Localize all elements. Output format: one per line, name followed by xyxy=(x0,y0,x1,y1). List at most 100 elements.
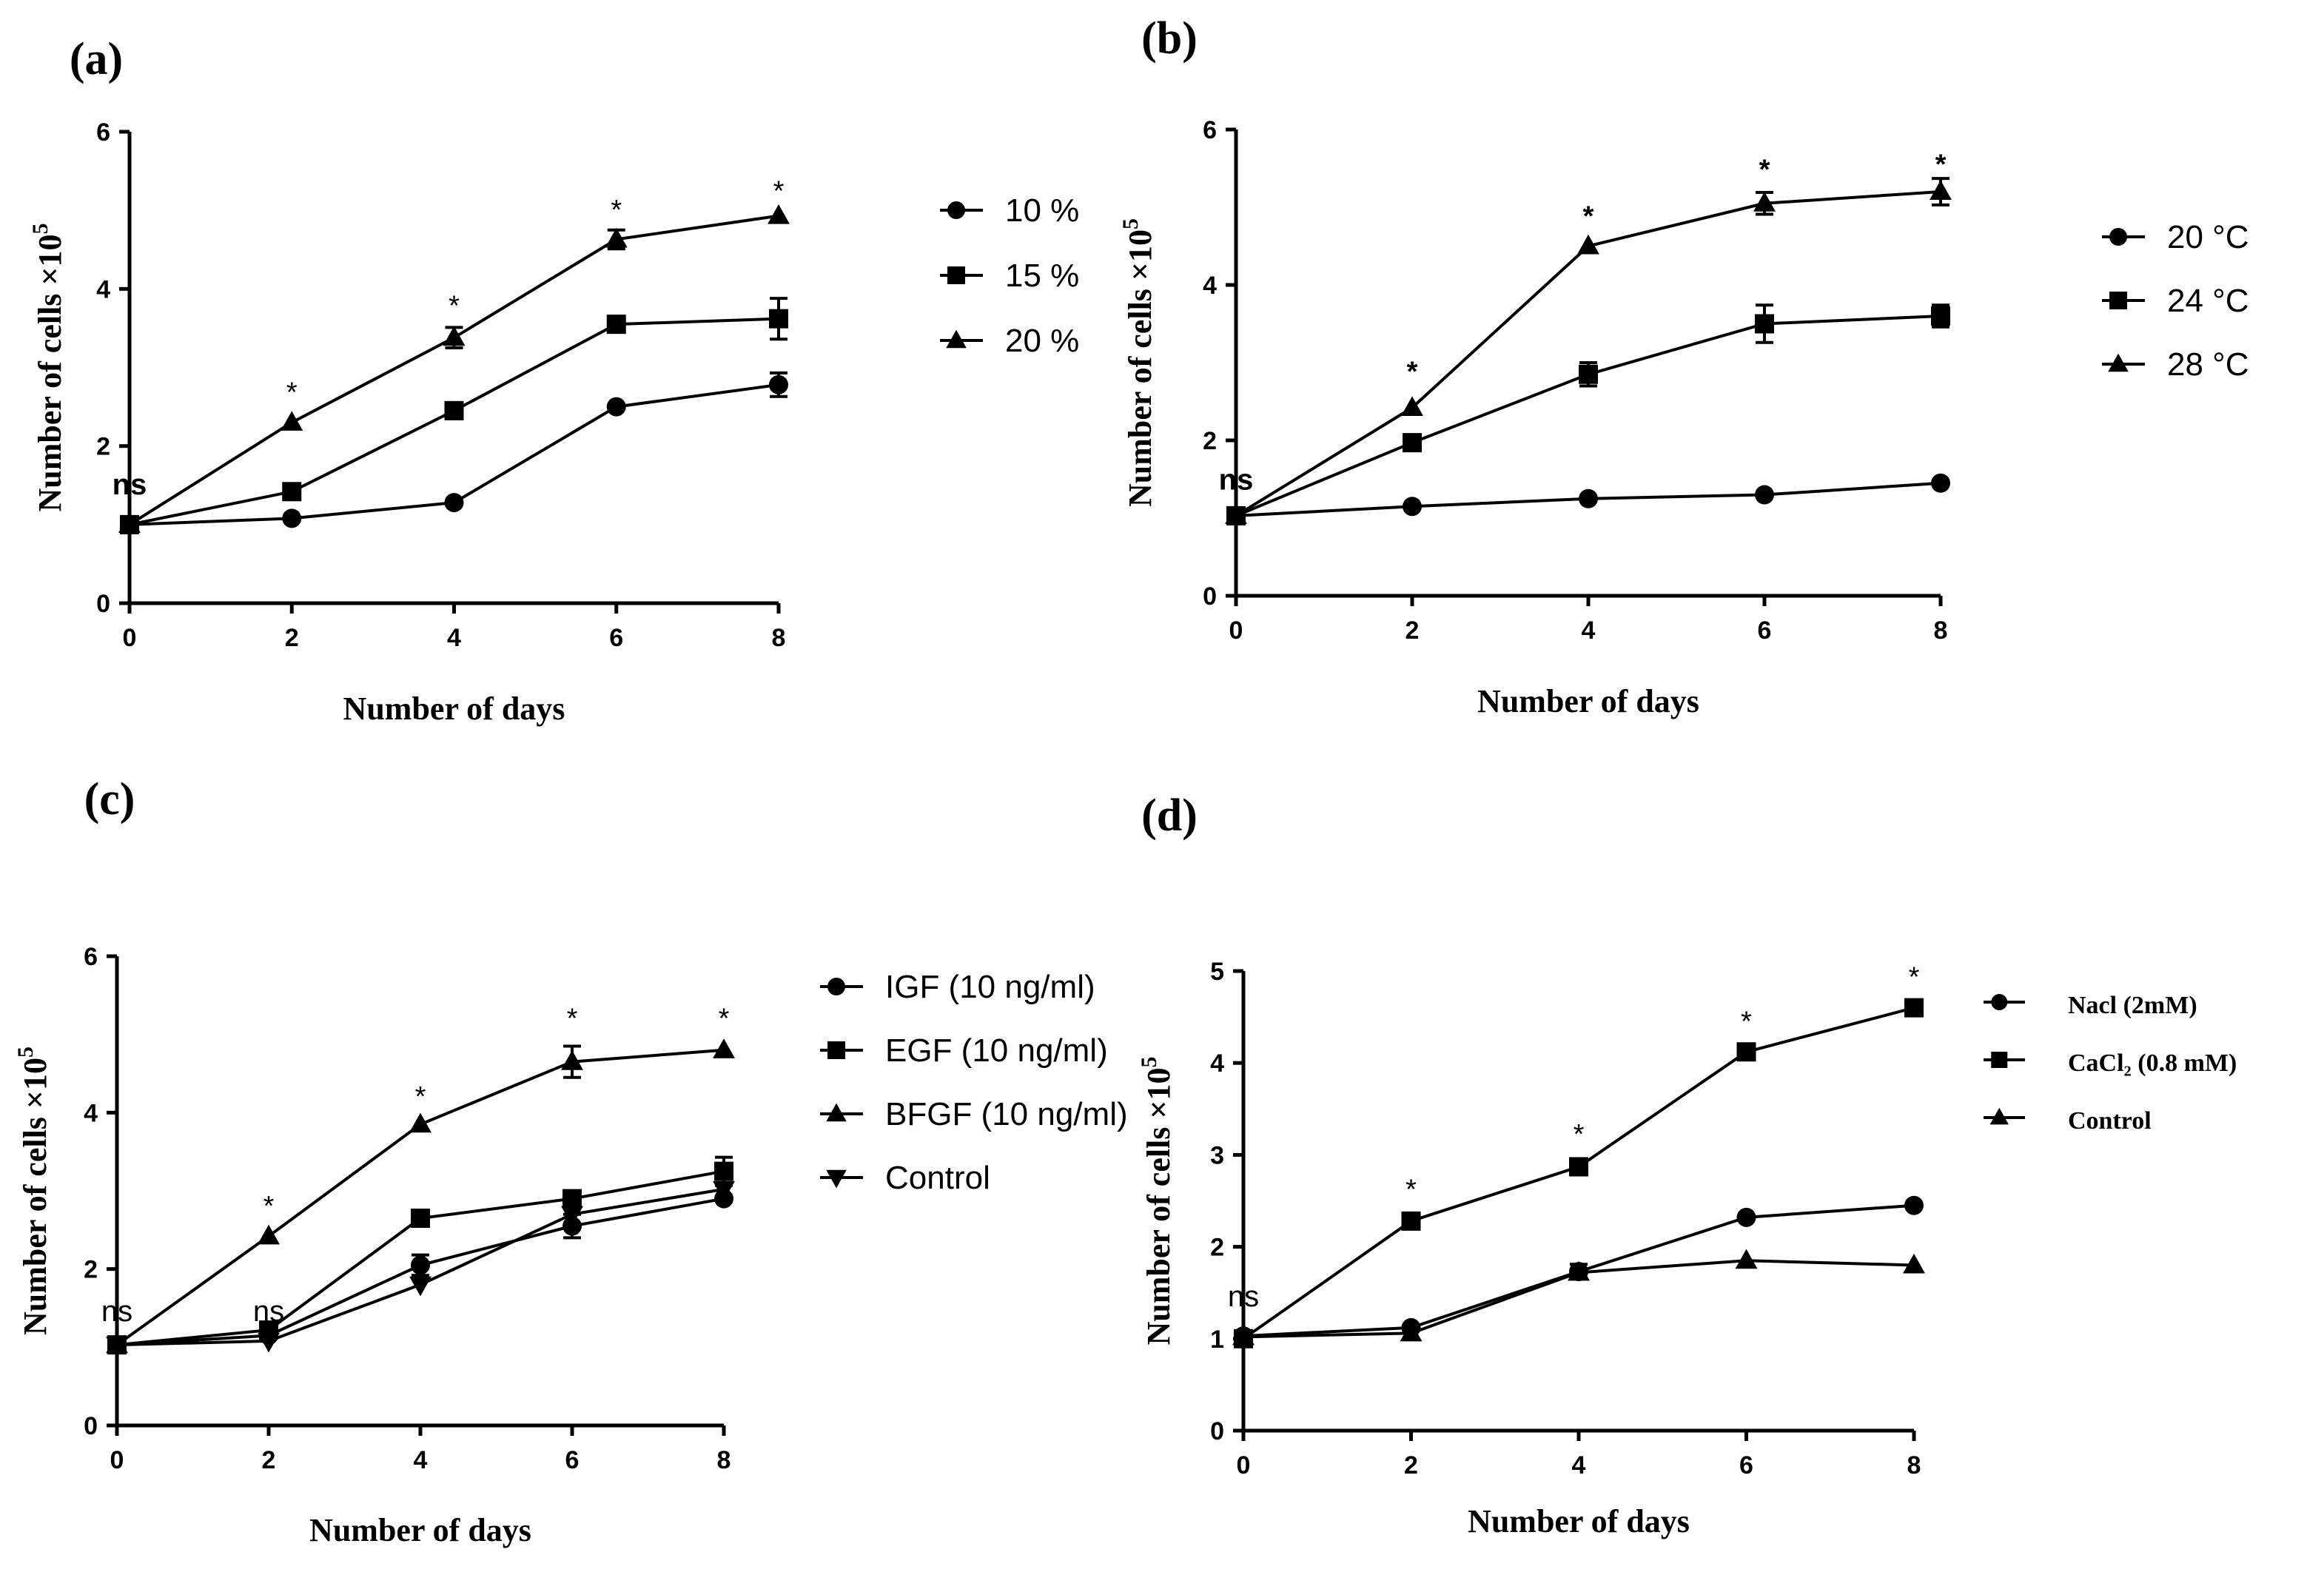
data-point xyxy=(562,1216,582,1236)
data-point xyxy=(1232,1325,1255,1346)
data-point xyxy=(561,1206,583,1226)
y-tick-label: 2 xyxy=(84,1256,98,1284)
y-axis-title-superscript: 5 xyxy=(28,224,53,235)
series-2 xyxy=(1234,998,1924,1348)
series-line xyxy=(1235,315,1941,517)
x-tick-label: 4 xyxy=(414,1446,428,1474)
legend-label: EGF (10 ng/ml) xyxy=(885,1032,1108,1069)
legend-marker xyxy=(1989,1107,2009,1125)
significance-star: * xyxy=(567,1004,578,1035)
significance-star: * xyxy=(611,195,622,226)
data-point xyxy=(605,227,628,248)
data-point xyxy=(1403,497,1422,517)
legend-label: Control xyxy=(885,1160,990,1196)
data-point xyxy=(713,1038,735,1058)
y-tick-label: 2 xyxy=(1210,1234,1224,1262)
y-tick-label: 0 xyxy=(1210,1417,1224,1445)
x-tick-label: 0 xyxy=(1237,1451,1251,1479)
legend-marker xyxy=(1991,1052,2008,1068)
x-tick-label: 4 xyxy=(1582,617,1596,645)
legend: 20 °C 24 °C 28 °C xyxy=(2102,219,2249,383)
x-tick-label: 4 xyxy=(447,624,461,652)
y-axis-title: Number of cells ×105 xyxy=(1118,218,1158,507)
data-point xyxy=(1755,485,1774,505)
x-tick-label: 6 xyxy=(609,624,623,652)
data-point xyxy=(1903,1253,1925,1274)
significance-star: * xyxy=(1759,155,1770,186)
legend: IGF (10 ng/ml) EGF (10 ng/ml) BFGF (10 ng/… xyxy=(820,969,1128,1196)
data-point xyxy=(1579,364,1598,384)
legend-marker xyxy=(827,1041,846,1059)
significance-star: * xyxy=(449,291,460,322)
data-point xyxy=(1753,192,1776,212)
y-axis-title-superscript: 5 xyxy=(1137,1057,1161,1068)
x-tick-label: 0 xyxy=(110,1446,124,1474)
x-tick-label: 2 xyxy=(285,624,299,652)
data-point xyxy=(1401,1211,1421,1231)
y-tick-label: 2 xyxy=(1203,427,1217,455)
data-point xyxy=(1931,306,1950,326)
data-point xyxy=(443,326,466,346)
legend-label: Control xyxy=(2068,1107,2152,1135)
legend-marker xyxy=(947,266,966,284)
significance-ns-label: ns xyxy=(253,1295,284,1328)
data-point xyxy=(1931,473,1950,493)
significance-ns-label: ns xyxy=(1219,464,1254,497)
significance-ns-label: ns xyxy=(101,1295,132,1328)
data-point xyxy=(768,204,790,224)
chart-panel-a: (a) 0 2 4 6 8 0 2 4 6 Number of days Number of cell… xyxy=(28,34,1079,727)
significance-star: * xyxy=(1935,149,1947,180)
panel-label: (b) xyxy=(1141,13,1198,64)
legend-label: CaCl₂ (0.8 mM) xyxy=(2068,1049,2237,1077)
significance-star: * xyxy=(1741,1006,1752,1037)
y-axis-title: Number of cells ×105 xyxy=(1137,1057,1177,1346)
series-1 xyxy=(120,371,788,534)
data-point xyxy=(1930,180,1952,201)
legend-label: 15 % xyxy=(1005,258,1079,294)
significance-ns-label: ns xyxy=(112,468,147,501)
legend-marker xyxy=(826,1103,847,1122)
data-point xyxy=(561,1050,583,1070)
significance-ns-label: ns xyxy=(1228,1280,1259,1313)
y-axis-title: Number of cells ×105 xyxy=(28,224,68,512)
y-axis-title-text: Number of cells ×10 xyxy=(17,1058,53,1335)
data-point xyxy=(1569,1157,1588,1177)
y-tick-label: 6 xyxy=(96,118,110,147)
data-point xyxy=(282,508,302,528)
data-point xyxy=(1401,396,1423,416)
data-point xyxy=(411,1255,430,1275)
data-point xyxy=(444,400,464,420)
legend-marker xyxy=(947,201,966,219)
x-axis-title: Number of days xyxy=(1468,1503,1690,1539)
significance-star: * xyxy=(1407,357,1418,388)
data-point xyxy=(281,411,303,431)
data-point xyxy=(562,1189,582,1209)
data-point xyxy=(258,1224,280,1245)
x-tick-label: 6 xyxy=(1758,617,1772,645)
data-point xyxy=(713,1180,735,1201)
y-axis-title: Number of cells ×105 xyxy=(13,1047,53,1335)
legend-label: BFGF (10 ng/ml) xyxy=(885,1096,1128,1132)
x-tick-label: 2 xyxy=(262,1446,276,1474)
series-3 xyxy=(1232,1249,1925,1346)
legend: 10 % 15 % 20 % xyxy=(940,192,1079,359)
data-point xyxy=(106,1337,128,1357)
x-axis-title: Number of days xyxy=(1477,683,1699,719)
x-tick-label: 2 xyxy=(1406,617,1420,645)
y-tick-label: 5 xyxy=(1210,958,1224,986)
x-tick-label: 2 xyxy=(1404,1451,1418,1479)
data-point xyxy=(769,374,788,394)
y-tick-label: 4 xyxy=(1210,1049,1224,1078)
chart-panel-b: (b) 0 2 4 6 8 0 2 4 6 Number of days Number of cell… xyxy=(1118,13,2249,719)
data-point xyxy=(409,1112,431,1133)
legend-marker xyxy=(1991,994,2008,1010)
significance-star: * xyxy=(719,1004,730,1035)
y-axis-title-text: Number of cells ×10 xyxy=(1141,1068,1177,1346)
legend-marker xyxy=(2109,228,2128,246)
data-point xyxy=(1403,433,1422,453)
data-point xyxy=(1225,504,1247,524)
data-point xyxy=(606,315,626,335)
y-tick-label: 6 xyxy=(84,943,98,971)
y-axis-title-text: Number of cells ×10 xyxy=(1122,229,1158,507)
x-tick-label: 8 xyxy=(772,624,786,652)
